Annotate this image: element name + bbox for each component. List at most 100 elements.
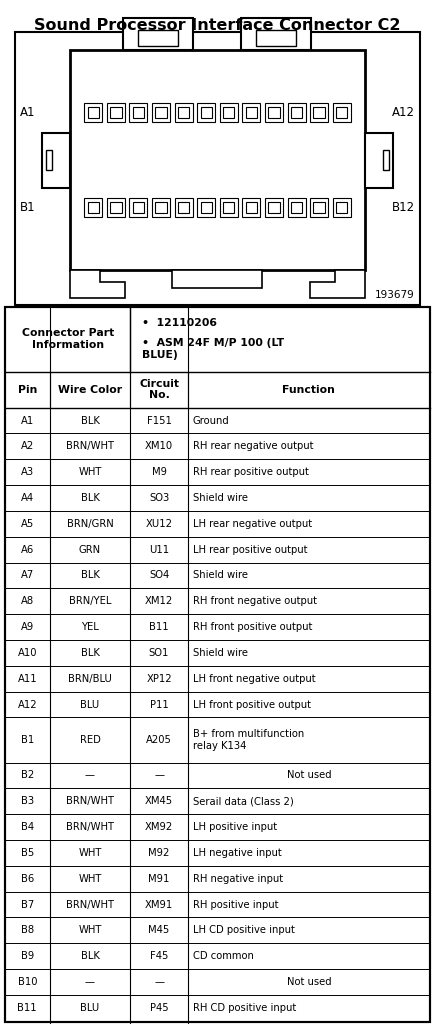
Bar (245, 202, 256, 213)
Bar (155, 202, 166, 213)
Bar (129, 103, 147, 122)
Text: Ground: Ground (192, 416, 229, 426)
Text: LH positive input: LH positive input (192, 822, 276, 833)
Bar (223, 202, 234, 213)
Text: A10: A10 (17, 648, 37, 657)
Text: WHT: WHT (78, 926, 102, 935)
Text: A4: A4 (21, 493, 34, 503)
Bar (151, 103, 170, 122)
Bar (5, 307, 429, 1022)
Bar (110, 202, 121, 213)
Text: A1: A1 (20, 106, 36, 119)
Bar (200, 202, 211, 213)
Text: Circuit
No.: Circuit No. (139, 379, 179, 400)
Text: RED: RED (79, 735, 100, 745)
Bar (87, 106, 99, 118)
Text: Serail data (Class 2): Serail data (Class 2) (192, 797, 293, 806)
Text: B11: B11 (149, 622, 168, 632)
Text: BRN/BLU: BRN/BLU (68, 674, 112, 684)
Text: F45: F45 (150, 951, 168, 962)
Text: LH front positive output: LH front positive output (192, 699, 310, 710)
Text: B+ from multifunction
relay K134: B+ from multifunction relay K134 (192, 729, 303, 751)
Text: Connector Part
Information: Connector Part Information (22, 329, 114, 350)
Text: A6: A6 (21, 545, 34, 555)
Bar (200, 106, 211, 118)
Bar (242, 199, 260, 216)
Text: SO3: SO3 (148, 493, 169, 503)
Bar (129, 199, 147, 216)
Text: XM92: XM92 (145, 822, 173, 833)
Text: WHT: WHT (78, 467, 102, 477)
Bar (197, 199, 215, 216)
Bar (151, 199, 170, 216)
Text: SO4: SO4 (148, 570, 169, 581)
Bar (223, 106, 234, 118)
Text: LH CD positive input: LH CD positive input (192, 926, 294, 935)
Bar (313, 106, 324, 118)
Text: RH negative input: RH negative input (192, 873, 282, 884)
Text: SO1: SO1 (148, 648, 169, 657)
Text: LH rear negative output: LH rear negative output (192, 519, 311, 528)
Text: A3: A3 (21, 467, 34, 477)
Text: M9: M9 (151, 467, 166, 477)
Text: BRN/GRN: BRN/GRN (66, 519, 113, 528)
Polygon shape (382, 150, 388, 170)
Text: M91: M91 (148, 873, 169, 884)
Text: A205: A205 (146, 735, 171, 745)
Bar (241, 18, 311, 50)
Text: RH rear negative output: RH rear negative output (192, 441, 312, 452)
Bar (132, 202, 144, 213)
Text: A11: A11 (17, 674, 37, 684)
Bar (155, 106, 166, 118)
Text: BLU: BLU (80, 699, 99, 710)
Text: RH CD positive input: RH CD positive input (192, 1002, 295, 1013)
Polygon shape (46, 150, 52, 170)
Bar (107, 103, 125, 122)
Bar (287, 199, 305, 216)
Text: BLK: BLK (80, 493, 99, 503)
Text: B6: B6 (21, 873, 34, 884)
Polygon shape (42, 132, 70, 187)
Bar (332, 199, 350, 216)
Text: WHT: WHT (78, 848, 102, 858)
Bar (335, 106, 347, 118)
Bar (197, 103, 215, 122)
Text: B8: B8 (21, 926, 34, 935)
Bar (123, 18, 193, 50)
Text: RH rear positive output: RH rear positive output (192, 467, 308, 477)
Bar (219, 103, 237, 122)
Polygon shape (70, 270, 125, 298)
Text: M45: M45 (148, 926, 169, 935)
Text: RH front negative output: RH front negative output (192, 596, 316, 606)
Text: —: — (85, 977, 95, 987)
Text: BLK: BLK (80, 570, 99, 581)
Text: Sound Processor Interface Connector C2: Sound Processor Interface Connector C2 (34, 18, 400, 33)
Text: B5: B5 (21, 848, 34, 858)
Text: XP12: XP12 (146, 674, 171, 684)
Text: B3: B3 (21, 797, 34, 806)
Text: BRN/WHT: BRN/WHT (66, 797, 114, 806)
Text: CD common: CD common (192, 951, 253, 962)
Text: B2: B2 (21, 770, 34, 780)
Text: Function: Function (282, 385, 335, 394)
Text: —: — (85, 770, 95, 780)
Text: BLU: BLU (80, 1002, 99, 1013)
Text: RH positive input: RH positive input (192, 899, 278, 909)
Text: LH rear positive output: LH rear positive output (192, 545, 306, 555)
Bar (309, 103, 327, 122)
Text: BRN/WHT: BRN/WHT (66, 441, 114, 452)
Text: XM12: XM12 (145, 596, 173, 606)
Text: A1: A1 (21, 416, 34, 426)
Text: GRN: GRN (79, 545, 101, 555)
Bar (332, 103, 350, 122)
Bar (174, 199, 192, 216)
Text: LH negative input: LH negative input (192, 848, 281, 858)
Bar (264, 199, 283, 216)
Text: Shield wire: Shield wire (192, 570, 247, 581)
Bar (172, 270, 262, 288)
Text: B12: B12 (391, 201, 414, 214)
Text: LH front negative output: LH front negative output (192, 674, 315, 684)
Text: BLK: BLK (80, 416, 99, 426)
Text: B4: B4 (21, 822, 34, 833)
Text: A2: A2 (21, 441, 34, 452)
